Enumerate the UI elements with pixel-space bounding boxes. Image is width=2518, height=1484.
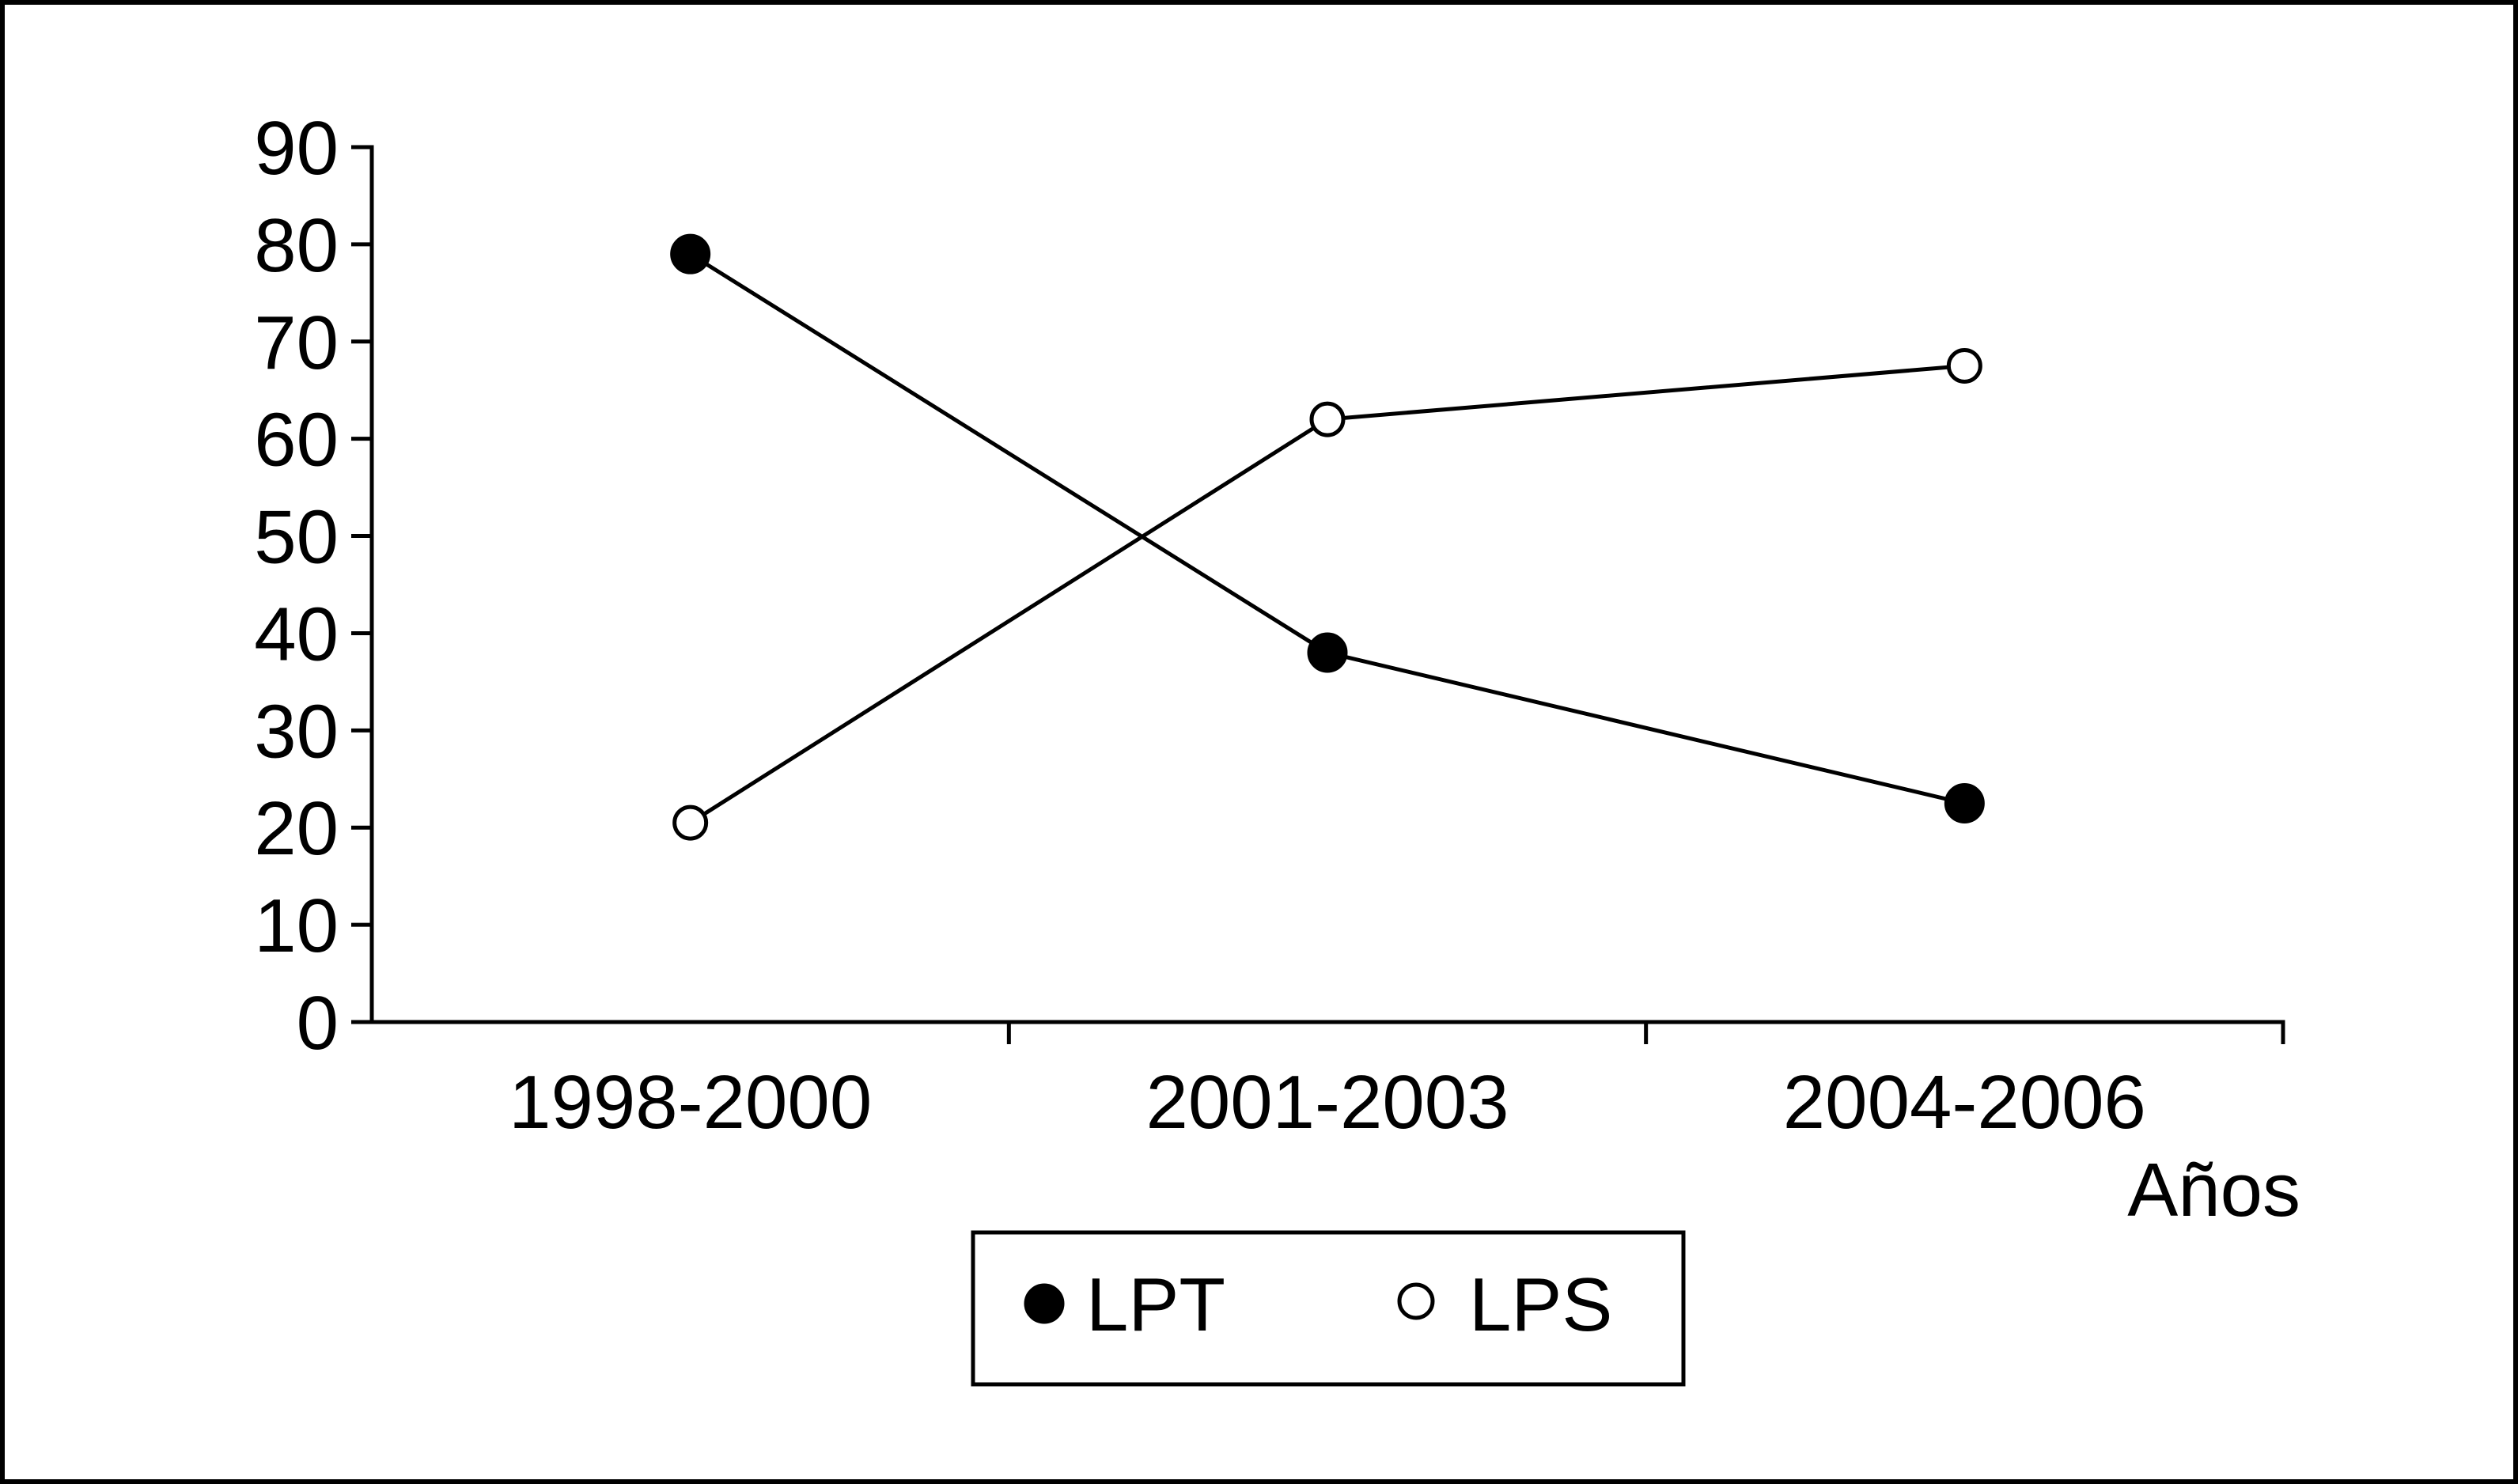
legend-label-lpt: LPT: [1086, 1263, 1225, 1347]
legend-marker-lpt: [1024, 1283, 1065, 1324]
x-tick-label: 2004-2006: [1783, 1060, 2146, 1145]
x-tick-label: 2001-2003: [1145, 1060, 1509, 1145]
y-axis-ticks: 0 10 20 30 40 50 60 70 80 90: [254, 106, 372, 1066]
data-point-lps: [1946, 348, 1982, 384]
x-axis-label: Años: [2127, 1148, 2300, 1232]
y-tick-label: 90: [254, 106, 339, 191]
data-point-lpt: [670, 233, 711, 274]
y-tick-label: 50: [254, 495, 339, 580]
data-point-lpt: [1307, 632, 1348, 673]
y-tick-label: 40: [254, 592, 339, 676]
data-point-lpt: [1944, 783, 1985, 823]
data-point-lps: [1309, 401, 1346, 437]
y-tick-label: 70: [254, 301, 339, 385]
series-points: [670, 233, 1985, 841]
series-lines: [689, 252, 1965, 825]
legend-marker-lps: [1397, 1282, 1435, 1320]
y-tick-label: 80: [254, 203, 339, 288]
x-tick-label: 1998-2000: [509, 1060, 872, 1145]
y-tick-label: 20: [254, 786, 339, 871]
legend: LPT LPS: [971, 1230, 1686, 1387]
y-tick-label: 60: [254, 398, 339, 483]
x-axis-ticks: 1998-2000 2001-2003 2004-2006: [509, 1022, 2285, 1145]
y-tick-label: 10: [254, 884, 339, 968]
series-line-lpt: [689, 252, 1965, 805]
y-tick-label: 0: [297, 981, 339, 1066]
legend-box: [971, 1230, 1686, 1387]
data-point-lps: [672, 804, 709, 841]
legend-label-lps: LPS: [1469, 1263, 1612, 1347]
y-tick-label: 30: [254, 689, 339, 774]
chart-axes: [369, 145, 2285, 1024]
